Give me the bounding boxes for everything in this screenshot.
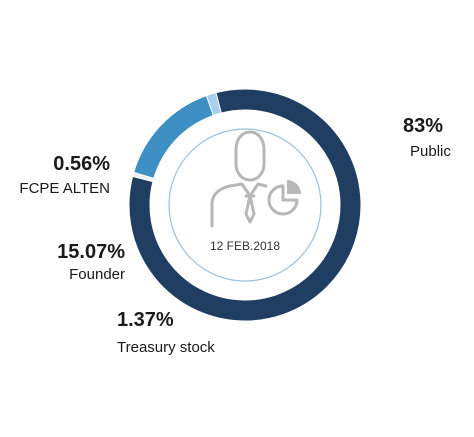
slice-label-treasury: Treasury stock xyxy=(117,339,215,356)
donut-slices xyxy=(128,88,362,322)
slice-public xyxy=(128,88,362,322)
slice-percent-public: 83% xyxy=(403,115,443,137)
slice-label-fcpe: FCPE ALTEN xyxy=(19,180,110,197)
center-date-label: 12 FEB.2018 xyxy=(210,239,280,253)
slice-treasury-stock xyxy=(205,92,222,117)
slice-label-founder: Founder xyxy=(69,266,125,283)
businessman-pie-chart-icon xyxy=(210,130,301,228)
inner-ring xyxy=(168,128,322,282)
slice-label-public: Public xyxy=(410,143,451,160)
slice-percent-fcpe: 0.56% xyxy=(53,153,110,175)
slice-percent-treasury: 1.37% xyxy=(117,309,174,331)
slice-percent-founder: 15.07% xyxy=(57,241,125,263)
slice-founder xyxy=(133,94,215,179)
